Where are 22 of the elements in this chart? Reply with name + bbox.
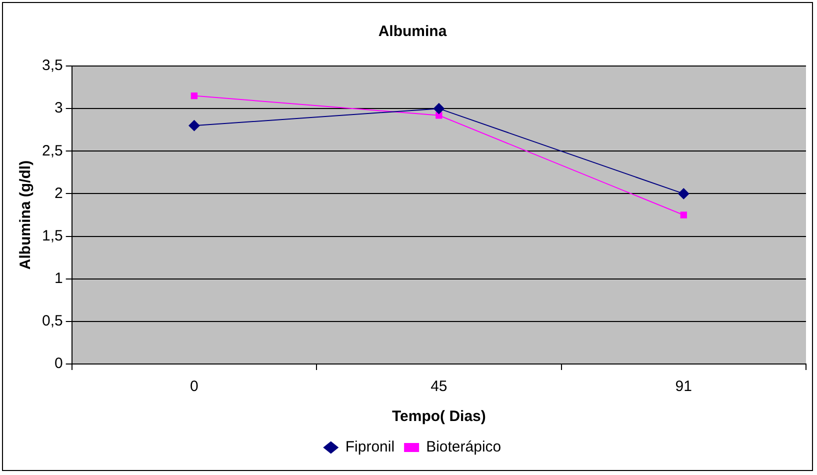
point bbox=[433, 103, 444, 114]
y-tick-label: 2,5 bbox=[42, 142, 63, 160]
y-tick-label: 0 bbox=[54, 355, 63, 372]
y-tick-label: 1 bbox=[54, 270, 63, 287]
y-tick-label: 0,5 bbox=[42, 312, 63, 330]
chart-title: Albumina bbox=[378, 23, 448, 40]
x-tick-label: 91 bbox=[675, 378, 692, 396]
x-tick-label: 0 bbox=[190, 378, 198, 396]
y-tick-label: 3 bbox=[54, 100, 63, 117]
point bbox=[188, 120, 200, 132]
x-axis-title: Tempo( Dias) bbox=[392, 408, 486, 426]
point bbox=[678, 188, 690, 200]
y-tick-label: 1,5 bbox=[42, 227, 63, 244]
y-axis-title: Albumina (g/dl) bbox=[17, 160, 34, 270]
legend-label: Bioterápico bbox=[426, 438, 502, 456]
x-tick-label: 45 bbox=[430, 378, 448, 396]
point bbox=[680, 212, 687, 218]
legend-label: Fipronil bbox=[345, 438, 395, 456]
point bbox=[190, 92, 198, 100]
y-tick-label: 3,5 bbox=[42, 57, 63, 74]
y-tick-label: 2 bbox=[54, 184, 63, 202]
point bbox=[436, 112, 442, 119]
